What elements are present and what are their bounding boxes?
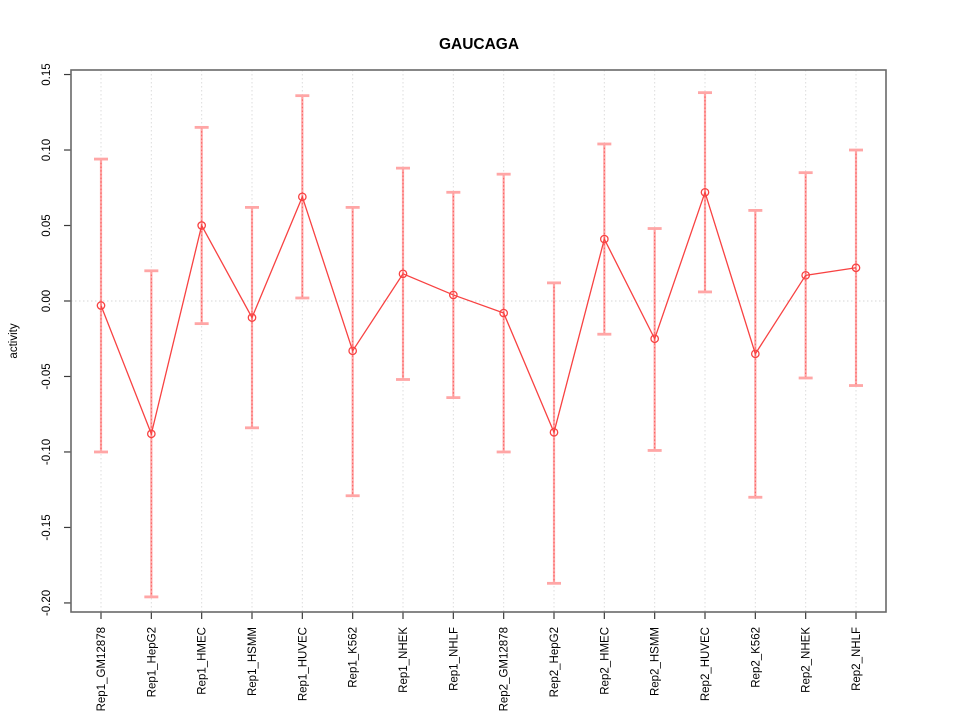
axis-label-layer: 0.15 0.10 0.05 0.00 -0.05 -0.10 -0.15 -0.20 Rep1… — [41, 63, 863, 711]
data-point — [599, 234, 609, 244]
y-tick-label: 0.00 — [41, 290, 53, 312]
axis-tick-layer — [64, 73, 857, 619]
data-point — [549, 427, 559, 437]
x-tick-label: Rep2_HSMM — [650, 627, 662, 696]
data-point — [247, 313, 257, 322]
data-point — [650, 334, 660, 344]
y-tick-label: 0.15 — [41, 63, 53, 85]
series-line — [100, 190, 857, 437]
plot-frame — [70, 69, 887, 613]
x-tick-label: Rep1_HSMM — [247, 627, 259, 696]
data-point-layer — [96, 187, 861, 439]
y-tick-label: 0.10 — [41, 139, 53, 161]
data-point — [398, 269, 408, 279]
x-tick-label: Rep1_HMEC — [197, 627, 209, 695]
x-tick-label: Rep2_GM12878 — [499, 627, 511, 711]
data-point — [96, 301, 106, 310]
series-line-layer — [100, 190, 857, 437]
data-point — [801, 270, 811, 280]
data-point — [348, 346, 358, 356]
data-point — [448, 290, 458, 300]
x-tick-label: Rep2_K562 — [750, 627, 762, 688]
x-tick-label: Rep2_HepG2 — [549, 627, 561, 697]
x-tick-label: Rep1_HUVEC — [297, 627, 309, 701]
x-tick-label: Rep2_HUVEC — [700, 627, 712, 701]
data-point — [297, 192, 307, 202]
y-tick-label: -0.10 — [41, 439, 53, 465]
data-point — [700, 187, 710, 197]
y-axis-label: activity — [8, 323, 20, 358]
data-point — [750, 349, 760, 359]
x-tick-label: Rep1_K562 — [348, 627, 360, 688]
x-tick-label: Rep1_HepG2 — [146, 627, 158, 697]
x-tick-label: Rep2_HMEC — [599, 627, 611, 695]
x-tick-label: Rep2_NHLF — [851, 627, 863, 691]
data-point — [851, 263, 861, 273]
y-tick-label: -0.20 — [41, 590, 53, 616]
x-tick-label: Rep2_NHEK — [801, 627, 813, 693]
error-bar-layer — [94, 91, 863, 599]
x-tick-label: Rep1_NHLF — [448, 627, 460, 691]
x-tick-label: Rep1_GM12878 — [96, 627, 108, 711]
y-tick-label: -0.15 — [41, 514, 53, 540]
x-tick-label: Rep1_NHEK — [398, 627, 410, 693]
y-tick-label: -0.05 — [41, 363, 53, 389]
y-tick-label: 0.05 — [41, 214, 53, 236]
data-point — [146, 429, 156, 439]
chart-title: GAUCAGA — [439, 36, 519, 53]
data-point — [499, 308, 509, 318]
data-point — [197, 221, 207, 230]
